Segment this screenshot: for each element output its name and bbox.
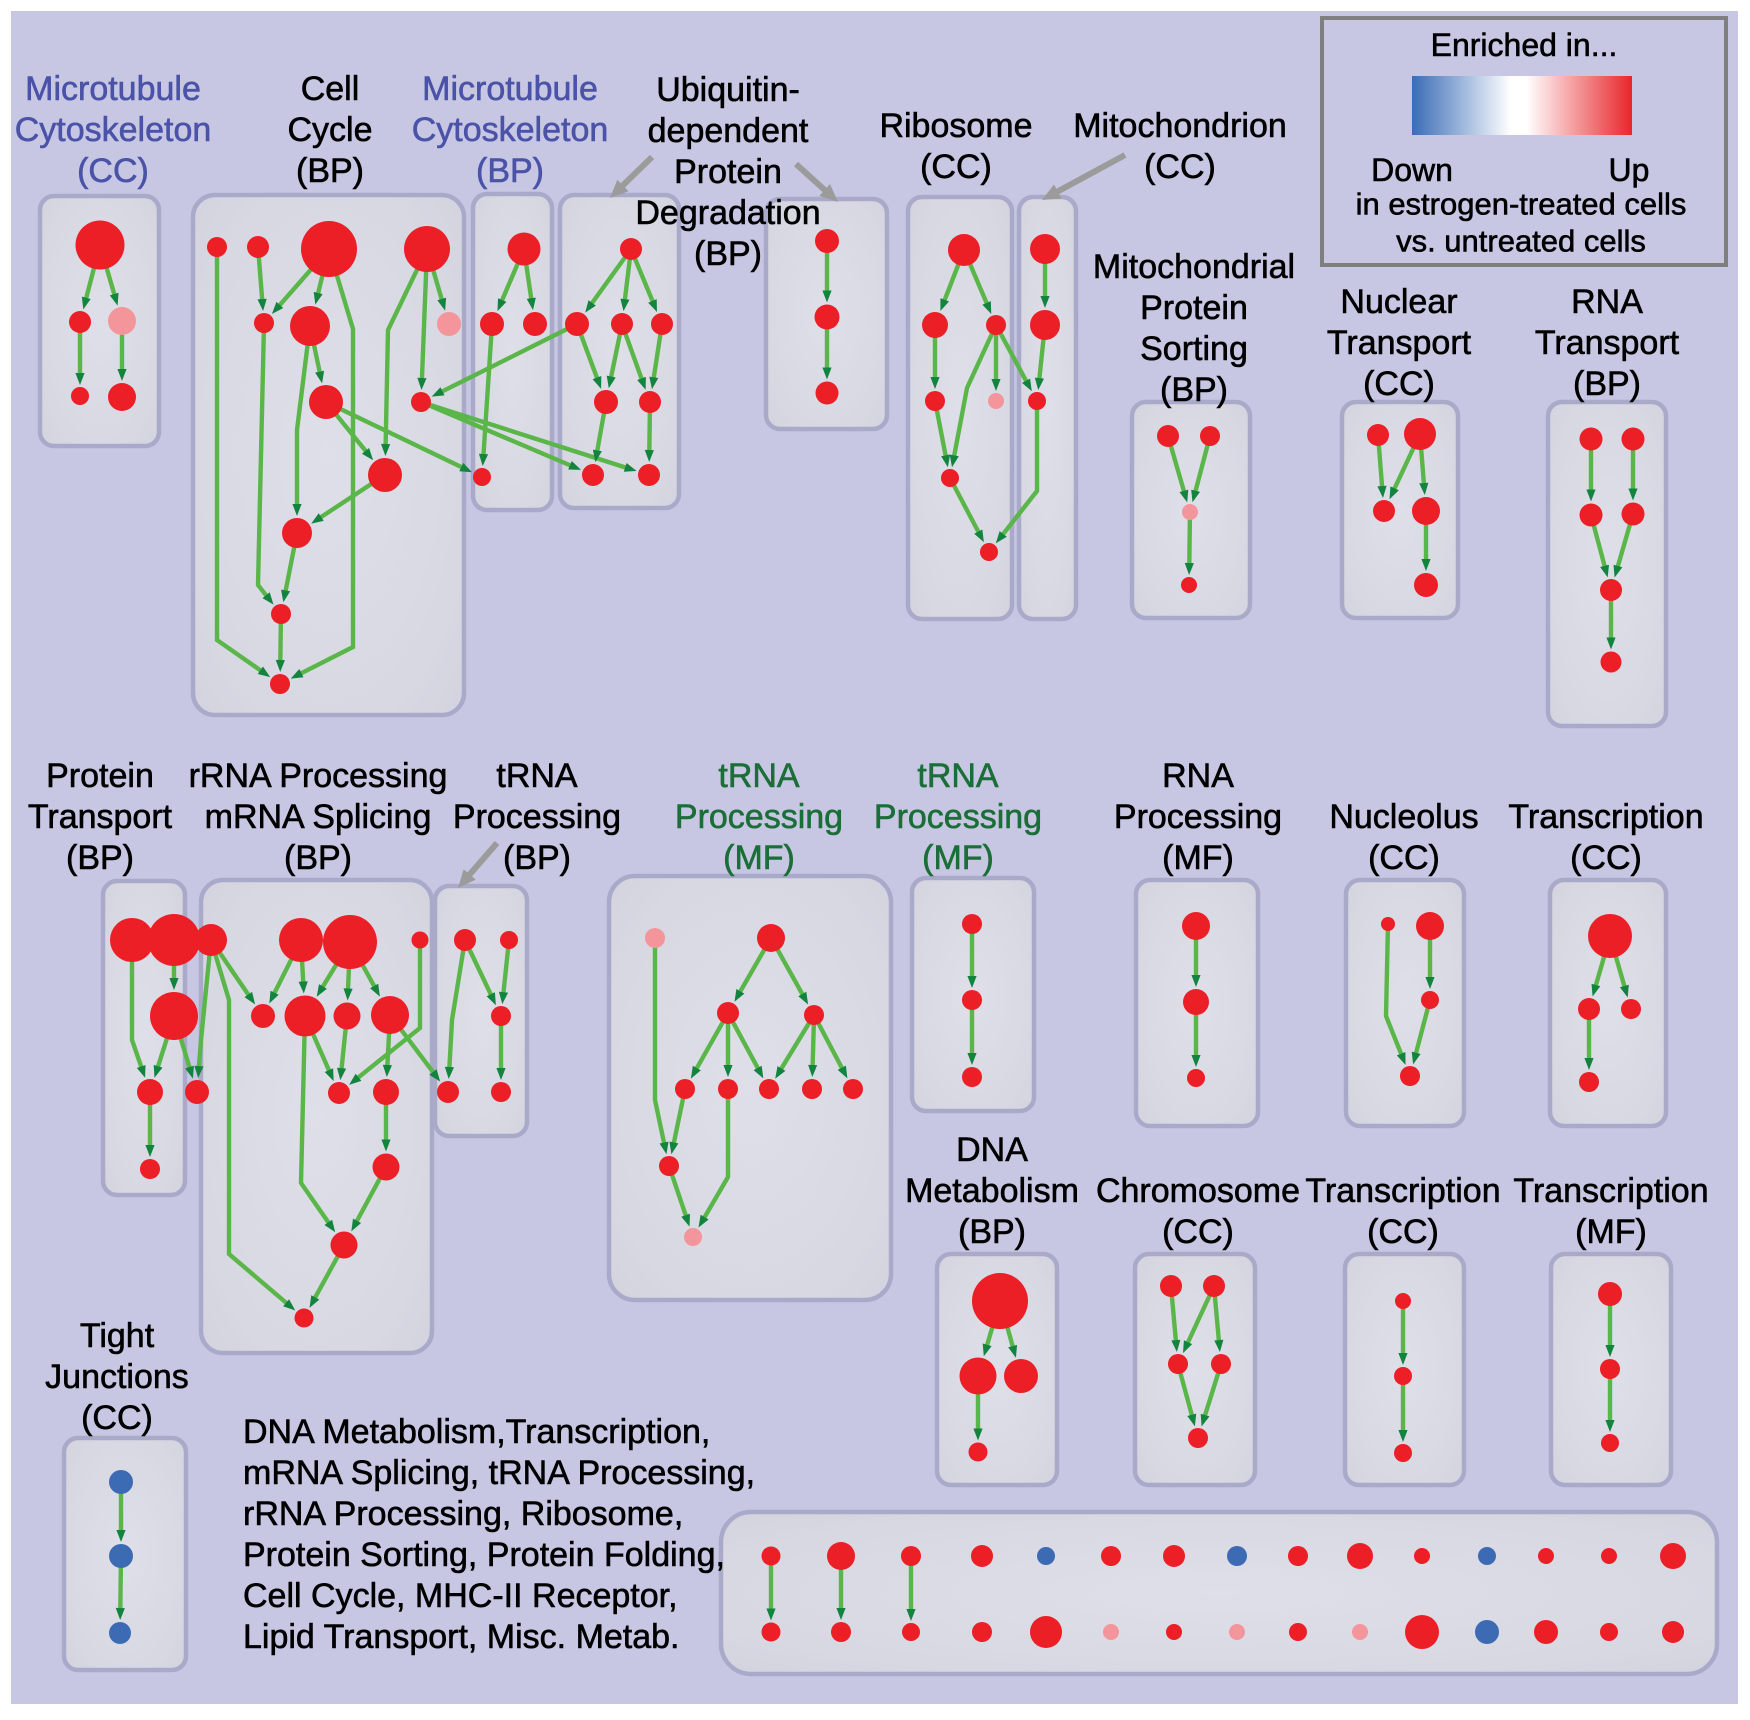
svg-text:Processing: Processing <box>874 798 1042 836</box>
svg-text:Transcription: Transcription <box>1513 1172 1708 1210</box>
svg-text:Protein Sorting, Protein Foldi: Protein Sorting, Protein Folding, <box>243 1536 725 1574</box>
svg-text:(CC): (CC) <box>1570 839 1642 877</box>
svg-text:Processing: Processing <box>453 798 621 836</box>
svg-text:RNA: RNA <box>1162 757 1234 795</box>
svg-text:Cytoskeleton: Cytoskeleton <box>15 111 212 149</box>
svg-text:rRNA Processing: rRNA Processing <box>189 757 448 795</box>
svg-text:(BP): (BP) <box>503 839 571 877</box>
svg-text:Processing: Processing <box>675 798 843 836</box>
svg-text:(MF): (MF) <box>1575 1213 1647 1251</box>
svg-text:dependent: dependent <box>648 112 809 150</box>
svg-text:Microtubule: Microtubule <box>422 70 598 108</box>
svg-text:Cytoskeleton: Cytoskeleton <box>412 111 609 149</box>
svg-text:Lipid Transport, Misc. Metab.: Lipid Transport, Misc. Metab. <box>243 1618 680 1656</box>
svg-text:Chromosome: Chromosome <box>1096 1172 1300 1210</box>
svg-text:(CC): (CC) <box>81 1399 153 1437</box>
svg-text:(CC): (CC) <box>77 152 149 190</box>
svg-text:(MF): (MF) <box>1162 839 1234 877</box>
svg-text:rRNA Processing, Ribosome,: rRNA Processing, Ribosome, <box>243 1495 683 1533</box>
svg-text:(CC): (CC) <box>1367 1213 1439 1251</box>
svg-text:(BP): (BP) <box>296 152 364 190</box>
svg-text:(BP): (BP) <box>284 839 352 877</box>
svg-text:tRNA: tRNA <box>718 757 800 795</box>
svg-text:Up: Up <box>1609 152 1650 188</box>
svg-text:(BP): (BP) <box>1160 371 1228 409</box>
svg-text:in estrogen-treated cells: in estrogen-treated cells <box>1356 187 1687 222</box>
svg-text:mRNA Splicing: mRNA Splicing <box>205 798 432 836</box>
svg-text:(CC): (CC) <box>1144 148 1216 186</box>
svg-text:Processing: Processing <box>1114 798 1282 836</box>
svg-text:(BP): (BP) <box>476 152 544 190</box>
svg-text:Down: Down <box>1371 152 1453 188</box>
svg-text:(BP): (BP) <box>66 839 134 877</box>
svg-text:Protein: Protein <box>46 757 154 795</box>
svg-text:Cell Cycle, MHC-II Receptor,: Cell Cycle, MHC-II Receptor, <box>243 1577 678 1615</box>
svg-text:Mitochondrial: Mitochondrial <box>1093 248 1295 286</box>
svg-text:Ubiquitin-: Ubiquitin- <box>656 71 800 109</box>
svg-text:(MF): (MF) <box>922 839 994 877</box>
svg-text:vs. untreated cells: vs. untreated cells <box>1396 224 1646 259</box>
svg-text:(CC): (CC) <box>920 148 992 186</box>
svg-text:tRNA: tRNA <box>917 757 999 795</box>
svg-text:Nucleolus: Nucleolus <box>1329 798 1478 836</box>
svg-text:tRNA: tRNA <box>496 757 578 795</box>
svg-text:Transcription: Transcription <box>1508 798 1703 836</box>
svg-text:Mitochondrion: Mitochondrion <box>1073 107 1287 145</box>
svg-text:Cell: Cell <box>301 70 360 108</box>
svg-text:(BP): (BP) <box>694 235 762 273</box>
svg-text:(BP): (BP) <box>958 1213 1026 1251</box>
svg-text:(MF): (MF) <box>723 839 795 877</box>
svg-text:Sorting: Sorting <box>1140 330 1248 368</box>
svg-text:Microtubule: Microtubule <box>25 70 201 108</box>
svg-text:Transcription: Transcription <box>1305 1172 1500 1210</box>
svg-text:(CC): (CC) <box>1368 839 1440 877</box>
svg-text:RNA: RNA <box>1571 283 1643 321</box>
svg-text:Cycle: Cycle <box>287 111 372 149</box>
svg-text:(CC): (CC) <box>1162 1213 1234 1251</box>
svg-text:Ribosome: Ribosome <box>879 107 1032 145</box>
svg-text:Transport: Transport <box>1327 324 1472 362</box>
svg-text:Protein: Protein <box>1140 289 1248 327</box>
svg-text:(CC): (CC) <box>1363 365 1435 403</box>
svg-text:Degradation: Degradation <box>635 194 820 232</box>
svg-text:(BP): (BP) <box>1573 365 1641 403</box>
svg-text:Tight: Tight <box>80 1317 155 1355</box>
svg-text:Enriched in...: Enriched in... <box>1431 27 1618 63</box>
svg-text:Junctions: Junctions <box>45 1358 189 1396</box>
svg-text:Transport: Transport <box>28 798 173 836</box>
svg-text:mRNA Splicing, tRNA Processing: mRNA Splicing, tRNA Processing, <box>243 1454 755 1492</box>
svg-text:Protein: Protein <box>674 153 782 191</box>
svg-text:DNA Metabolism,Transcription,: DNA Metabolism,Transcription, <box>243 1413 710 1451</box>
svg-text:Transport: Transport <box>1535 324 1680 362</box>
svg-text:Nuclear: Nuclear <box>1340 283 1457 321</box>
svg-text:DNA: DNA <box>956 1131 1028 1169</box>
svg-text:Metabolism: Metabolism <box>905 1172 1079 1210</box>
